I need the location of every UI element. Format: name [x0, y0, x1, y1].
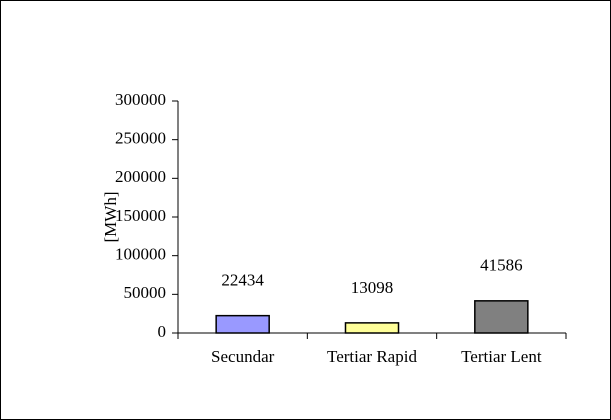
x-tick-label: Secundar [211, 347, 275, 366]
y-tick-label: 150000 [115, 206, 166, 225]
bar [344, 322, 400, 334]
y-tick-label: 200000 [115, 167, 166, 186]
y-tick-label: 50000 [124, 283, 167, 302]
y-tick-label: 100000 [115, 245, 166, 264]
bar [215, 314, 270, 334]
value-label: 41586 [480, 256, 523, 275]
value-label: 13098 [351, 278, 394, 297]
y-tick-label: 250000 [115, 129, 166, 148]
y-tick-label: 300000 [115, 90, 166, 109]
x-tick-label: Tertiar Lent [461, 347, 542, 366]
y-axis-label: [MWh] [101, 192, 120, 243]
value-label: 22434 [221, 271, 264, 290]
y-tick-label: 0 [158, 322, 167, 341]
bar [474, 300, 529, 334]
x-tick-label: Tertiar Rapid [327, 347, 417, 366]
